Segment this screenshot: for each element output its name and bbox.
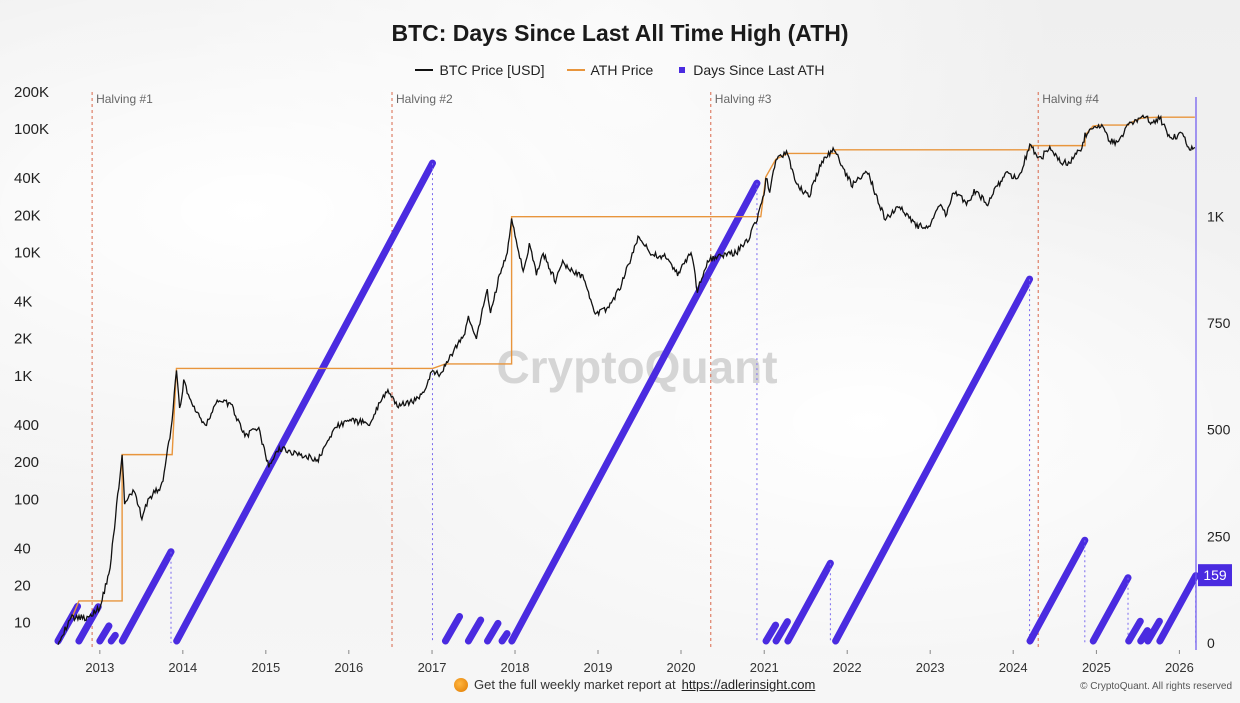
days-since-ath-ramp — [772, 618, 791, 645]
x-tick-label: 2022 — [833, 660, 862, 675]
watermark: CryptoQuant — [496, 341, 777, 393]
y-left-tick-label: 10K — [14, 245, 41, 262]
days-since-ath-ramp — [118, 548, 175, 645]
legend-label-btc-price: BTC Price [USD] — [439, 62, 545, 78]
chart-title: BTC: Days Since Last All Time High (ATH) — [391, 20, 849, 46]
days-since-ath-ramp — [441, 613, 464, 645]
days-since-ath-ramp — [1137, 627, 1151, 645]
days-since-ath-ramp — [464, 616, 485, 645]
x-tick-label: 2013 — [85, 660, 114, 675]
y-left-tick-label: 200 — [14, 454, 39, 471]
days-since-ath-ramp — [498, 630, 511, 645]
current-value-label: 159 — [1203, 567, 1227, 583]
x-tick-label: 2014 — [168, 660, 197, 675]
x-tick-label: 2015 — [251, 660, 280, 675]
legend-label-ath-price: ATH Price — [590, 62, 654, 78]
days-since-ath-ramp — [784, 559, 834, 645]
x-tick-label: 2023 — [916, 660, 945, 675]
days-since-ath-ramp — [832, 275, 1034, 645]
y-left-tick-label: 1K — [14, 368, 32, 385]
legend-swatch-ath-price — [566, 69, 585, 71]
legend-item-days-since-ath[interactable]: Days Since Last ATH — [675, 62, 825, 78]
promo-text: Get the full weekly market report at — [474, 677, 676, 692]
halving-label-2: Halving #2 — [396, 92, 453, 106]
y-left-tick-label: 400 — [14, 417, 39, 434]
days-since-ath-ramp — [1026, 536, 1089, 645]
x-tick-label: 2018 — [501, 660, 530, 675]
x-tick-label: 2020 — [667, 660, 696, 675]
btc-price-line — [57, 114, 1196, 646]
halving-label-4: Halving #4 — [1042, 92, 1099, 106]
y-left-tick-label: 4K — [14, 294, 32, 311]
y-left-tick-label: 40K — [14, 170, 41, 187]
y-right-tick-label: 250 — [1207, 528, 1231, 544]
x-tick-label: 2026 — [1165, 660, 1194, 675]
legend-item-btc-price[interactable]: BTC Price [USD] — [415, 62, 545, 78]
y-left-tick-label: 20K — [14, 207, 41, 224]
days-since-ath-ramp — [1089, 574, 1132, 645]
copyright-text: © CryptoQuant. All rights reserved — [1080, 681, 1232, 692]
legend-item-ath-price[interactable]: ATH Price — [566, 62, 654, 78]
legend-swatch-days-since-ath — [679, 67, 686, 73]
promo-link[interactable]: https://adlerinsight.com — [681, 677, 816, 692]
current-value-badge — [1198, 564, 1232, 587]
y-left-tick-label: 20 — [14, 577, 31, 594]
days-since-ath-ramp — [173, 159, 436, 645]
halving-label-3: Halving #3 — [715, 92, 772, 106]
y-right-tick-label: 750 — [1207, 315, 1231, 331]
x-tick-label: 2021 — [750, 660, 779, 675]
y-left-tick-label: 200K — [14, 84, 49, 101]
legend: BTC Price [USD] ATH Price Days Since Las… — [0, 62, 1240, 78]
y-left-tick-label: 10 — [14, 615, 31, 632]
legend-label-days-since-ath: Days Since Last ATH — [693, 62, 825, 78]
x-tick-label: 2025 — [1082, 660, 1111, 675]
legend-swatch-btc-price — [415, 69, 434, 71]
y-left-tick-label: 2K — [14, 331, 32, 348]
days-since-ath-ramp — [107, 631, 119, 645]
x-tick-label: 2024 — [999, 660, 1028, 675]
days-since-ath-ramp — [1156, 572, 1200, 645]
days-since-ath-ramp — [484, 619, 502, 645]
y-left-tick-label: 100 — [14, 491, 39, 508]
x-tick-label: 2017 — [418, 660, 447, 675]
halving-label-1: Halving #1 — [96, 92, 153, 106]
y-left-tick-label: 100K — [14, 121, 49, 138]
days-since-ath-ramp — [1125, 617, 1144, 645]
days-since-ath-ramp — [96, 622, 113, 645]
coin-icon — [454, 677, 468, 692]
days-since-ath-ramp — [762, 621, 780, 645]
y-right-tick-label: 1K — [1207, 208, 1225, 224]
days-since-ath-ramp — [1144, 617, 1163, 645]
days-since-ath-ramp — [508, 179, 761, 645]
x-tick-label: 2016 — [334, 660, 363, 675]
y-right-tick-label: 500 — [1207, 422, 1231, 438]
footer-promo: Get the full weekly market report at htt… — [454, 677, 815, 692]
x-tick-label: 2019 — [584, 660, 613, 675]
y-right-tick-label: 0 — [1207, 635, 1215, 651]
y-left-tick-label: 40 — [14, 540, 31, 557]
